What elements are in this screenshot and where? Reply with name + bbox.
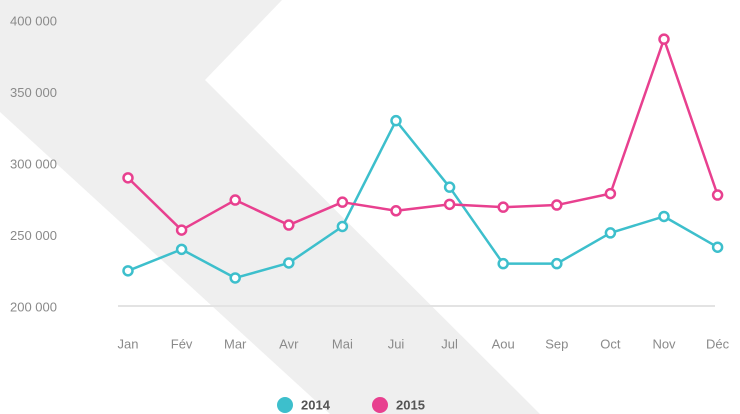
data-point: [122, 172, 134, 184]
y-tick-label: 350 000: [10, 85, 57, 100]
y-tick-label: 300 000: [10, 156, 57, 171]
data-point: [604, 227, 617, 239]
data-point: [229, 272, 241, 284]
series-line: [127, 37, 719, 232]
x-tick-label: Jul: [441, 336, 458, 351]
data-point: [604, 187, 617, 200]
data-point: [175, 243, 188, 256]
data-point: [175, 224, 188, 236]
y-tick-label: 250 000: [10, 228, 57, 243]
x-tick-label: Mai: [332, 336, 353, 351]
data-point: [443, 181, 456, 193]
x-tick-label: Jan: [118, 336, 139, 351]
x-tick-label: Nov: [652, 336, 676, 351]
data-point: [390, 114, 402, 127]
data-point: [497, 201, 509, 213]
data-point: [658, 210, 670, 223]
data-point: [658, 33, 670, 45]
data-point: [283, 219, 295, 231]
data-point: [336, 196, 349, 208]
data-point: [122, 265, 134, 277]
data-point: [229, 194, 241, 206]
data-point: [283, 257, 295, 269]
data-point: [390, 205, 402, 217]
legend-label: 2014: [301, 397, 331, 412]
data-point: [497, 257, 509, 270]
series-line: [127, 119, 719, 280]
legend-swatch: [372, 397, 388, 413]
x-tick-label: Déc: [706, 336, 730, 351]
data-point: [551, 257, 563, 270]
data-point: [551, 199, 563, 211]
data-point: [336, 220, 349, 233]
y-tick-label: 200 000: [10, 299, 57, 314]
data-point: [711, 241, 724, 253]
x-tick-label: Oct: [600, 336, 621, 351]
y-tick-label: 400 000: [10, 13, 57, 28]
x-tick-label: Aou: [492, 336, 515, 351]
data-point: [443, 198, 456, 211]
x-tick-label: Fév: [171, 336, 193, 351]
x-tick-label: Avr: [279, 336, 299, 351]
x-tick-label: Sep: [545, 336, 568, 351]
data-point: [711, 189, 724, 201]
x-tick-label: Mar: [224, 336, 247, 351]
x-tick-label: Jui: [388, 336, 405, 351]
legend-swatch: [277, 397, 293, 413]
background-shape: [0, 0, 540, 414]
legend-label: 2015: [396, 397, 425, 412]
